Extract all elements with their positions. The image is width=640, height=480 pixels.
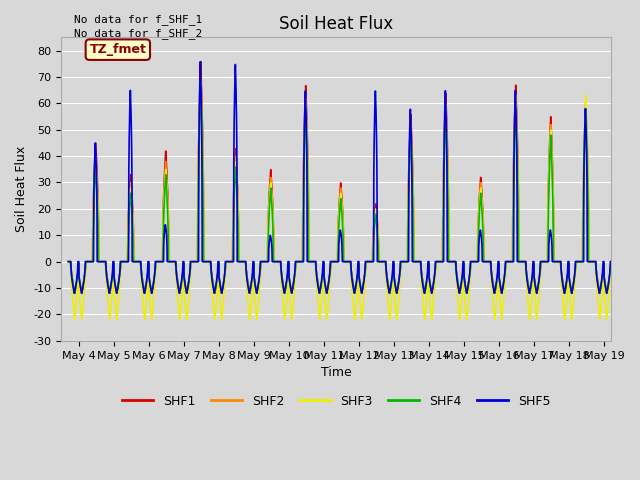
SHF2 <box>537 259 545 265</box>
SHF5 <box>537 259 545 264</box>
SHF3 <box>537 260 545 265</box>
SHF3 <box>259 259 267 264</box>
SHF2 <box>197 74 205 80</box>
SHF1 <box>259 259 267 264</box>
SHF2 <box>607 259 615 264</box>
SHF2 <box>284 273 291 278</box>
SHF3 <box>603 317 611 323</box>
SHF1 <box>607 259 615 264</box>
SHF1 <box>537 259 545 265</box>
SHF4 <box>603 290 611 296</box>
SHF5 <box>252 287 260 292</box>
Text: TZ_fmet: TZ_fmet <box>90 43 147 56</box>
SHF4 <box>607 259 615 264</box>
SHF1 <box>65 259 72 264</box>
SHF5 <box>293 259 301 264</box>
SHF5 <box>65 259 72 264</box>
SHF1 <box>603 290 611 296</box>
Line: SHF3: SHF3 <box>68 83 611 320</box>
SHF4 <box>537 259 545 265</box>
SHF2 <box>485 259 493 264</box>
SHF5 <box>259 259 267 264</box>
SHF3 <box>284 284 291 290</box>
SHF4 <box>259 259 267 264</box>
Line: SHF5: SHF5 <box>68 61 611 293</box>
Line: SHF2: SHF2 <box>68 77 611 293</box>
SHF5 <box>196 59 204 64</box>
SHF2 <box>252 286 260 292</box>
SHF4 <box>197 85 205 91</box>
SHF1 <box>252 286 260 292</box>
Line: SHF1: SHF1 <box>68 61 611 293</box>
Legend: SHF1, SHF2, SHF3, SHF4, SHF5: SHF1, SHF2, SHF3, SHF4, SHF5 <box>117 390 556 412</box>
SHF3 <box>65 259 72 264</box>
Title: Soil Heat Flux: Soil Heat Flux <box>279 15 394 33</box>
SHF2 <box>603 290 611 296</box>
SHF1 <box>293 259 301 264</box>
Text: No data for f_SHF_1: No data for f_SHF_1 <box>74 13 202 24</box>
Text: No data for f_SHF_2: No data for f_SHF_2 <box>74 28 202 39</box>
SHF3 <box>197 80 205 85</box>
SHF5 <box>284 267 291 273</box>
SHF4 <box>284 273 291 278</box>
Line: SHF4: SHF4 <box>68 88 611 293</box>
SHF1 <box>485 259 493 264</box>
SHF1 <box>284 273 291 278</box>
Y-axis label: Soil Heat Flux: Soil Heat Flux <box>15 146 28 232</box>
SHF2 <box>259 259 267 264</box>
SHF3 <box>607 259 615 264</box>
SHF4 <box>293 259 301 264</box>
SHF5 <box>485 259 493 264</box>
SHF3 <box>252 309 260 314</box>
SHF5 <box>607 259 615 264</box>
SHF5 <box>603 290 611 296</box>
SHF3 <box>485 259 493 264</box>
SHF4 <box>252 286 260 292</box>
X-axis label: Time: Time <box>321 366 351 379</box>
SHF2 <box>65 259 72 264</box>
SHF2 <box>293 259 301 264</box>
SHF4 <box>485 259 493 264</box>
SHF4 <box>65 259 72 264</box>
SHF1 <box>197 59 205 64</box>
SHF3 <box>293 259 301 264</box>
